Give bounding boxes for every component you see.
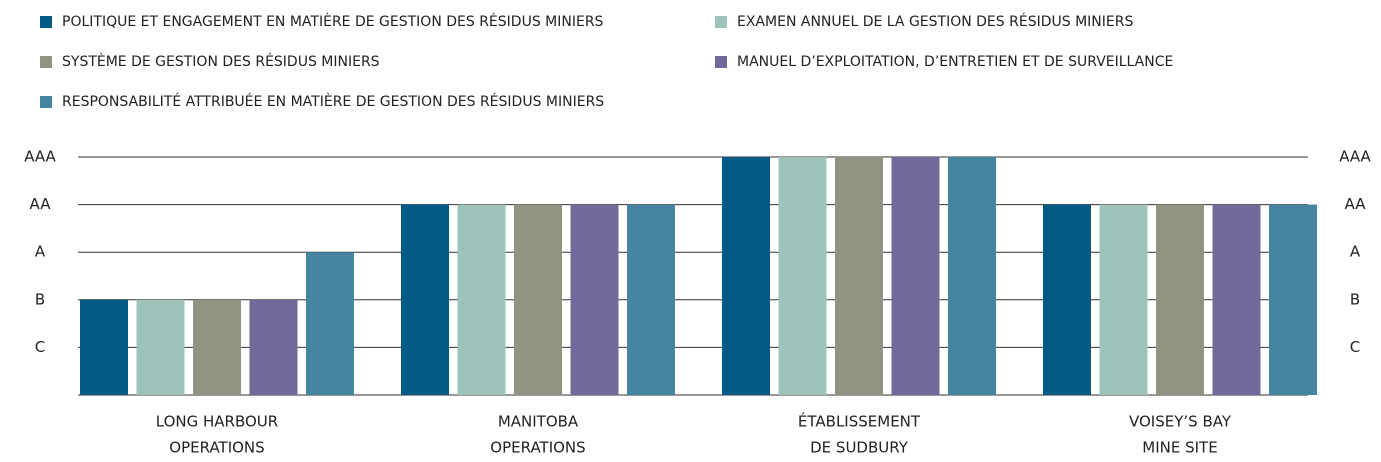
bar [1212,204,1261,395]
legend-swatch [40,96,52,108]
y2-tick-label: A [1350,243,1361,261]
bar [514,204,562,395]
bar [136,299,185,395]
legend-label: POLITIQUE ET ENGAGEMENT EN MATIÈRE DE GE… [62,13,604,30]
legend-swatch [715,16,727,28]
bar [249,299,298,395]
x-tick-label: OPERATIONS [490,439,585,457]
legend-swatch [715,56,727,68]
y-tick-label: A [35,243,46,261]
bar [948,157,996,395]
bar [891,157,940,395]
bar [1099,204,1148,395]
x-tick-label: LONG HARBOUR [156,413,278,431]
x-tick-label: MANITOBA [498,413,579,431]
bar [306,252,354,395]
bar [457,204,506,395]
bar [722,157,770,395]
y2-tick-label: AA [1345,195,1367,213]
y-tick-label: B [35,290,45,308]
x-tick-label: DE SUDBURY [810,439,909,457]
legend-label: MANUEL D’EXPLOITATION, D’ENTRETIEN ET DE… [737,54,1173,70]
y2-tick-label: B [1350,290,1360,308]
legend-label: RESPONSABILITÉ ATTRIBUÉE EN MATIÈRE DE G… [62,93,604,110]
bar [627,204,675,395]
x-tick-label: VOISEY’S BAY [1129,413,1232,431]
bar [835,157,883,395]
y-tick-label: AA [30,195,52,213]
bar [193,299,241,395]
bar [401,204,449,395]
bar [570,204,619,395]
legend-swatch [40,16,52,28]
bar [1043,204,1091,395]
y2-tick-label: AAA [1339,148,1371,166]
x-tick-label: OPERATIONS [169,439,264,457]
x-tick-label: MINE SITE [1142,439,1217,457]
legend-label: EXAMEN ANNUEL DE LA GESTION DES RÉSIDUS … [737,13,1133,30]
bar [80,299,128,395]
y-tick-label: AAA [24,148,56,166]
x-tick-label: ÉTABLISSEMENT [798,412,921,431]
y-tick-label: C [35,338,45,356]
y2-tick-label: C [1350,338,1360,356]
bar [1156,204,1204,395]
legend-label: SYSTÈME DE GESTION DES RÉSIDUS MINIERS [62,53,380,70]
bar [1269,204,1317,395]
legend-swatch [40,56,52,68]
bar [778,157,827,395]
